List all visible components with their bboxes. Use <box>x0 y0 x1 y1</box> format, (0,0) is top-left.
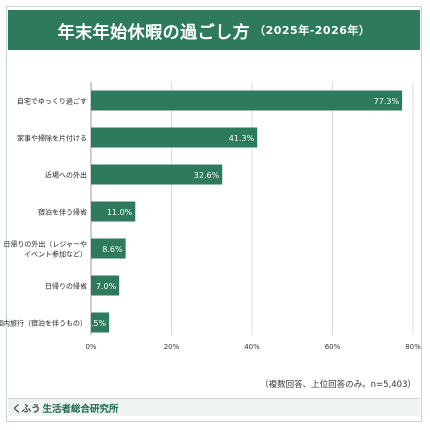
bar-value-label-5: 7.0% <box>96 282 117 291</box>
survey-note: （複数回答、上位回答のみ。n=5,403） <box>260 380 416 390</box>
category-label-line: 家事や掃除を片付ける <box>17 134 87 143</box>
bar-value-label-2: 32.6% <box>194 171 220 180</box>
bar-6 <box>91 312 110 333</box>
footer: くふう 生活者総合研究所 <box>8 398 420 416</box>
category-label-line: 宿泊を伴う帰省 <box>38 208 87 217</box>
bar-value-label-0: 77.3% <box>374 97 400 106</box>
bar-value-label-3: 11.0% <box>107 208 133 217</box>
category-label-5: 日帰りの帰省 <box>45 282 87 291</box>
bar-value-label-1: 41.3% <box>229 134 255 143</box>
footer-brand: くふう <box>12 403 41 415</box>
chart-title-suffix: （2025年-2026年） <box>254 24 371 37</box>
category-label-3: 宿泊を伴う帰省 <box>38 208 87 217</box>
category-label-6: 国内旅行（宿泊を伴うもの） <box>0 319 87 328</box>
chart-title: 年末年始休暇の過ごし方 <box>57 22 251 43</box>
bar-value-label-4: 8.6% <box>102 245 123 254</box>
bar-4 <box>91 238 126 259</box>
bar-value-label-6: 4.5% <box>86 319 107 328</box>
category-label-line: イベント参加など） <box>24 250 87 259</box>
x-tick-label-4: 80% <box>405 343 421 351</box>
category-label-0: 自宅でゆっくり過ごす <box>17 97 87 106</box>
category-label-1: 家事や掃除を片付ける <box>17 134 87 143</box>
x-tick-label-2: 40% <box>244 343 260 351</box>
chart-title-bar: 年末年始休暇の過ごし方 （2025年-2026年） <box>8 10 420 50</box>
footer-org: 生活者総合研究所 <box>42 403 119 415</box>
bar-3 <box>91 201 136 222</box>
category-label-line: 国内旅行（宿泊を伴うもの） <box>0 319 87 328</box>
category-label-line: 自宅でゆっくり過ごす <box>17 97 87 106</box>
x-tick-label-1: 20% <box>164 343 180 351</box>
bar-0 <box>91 90 403 111</box>
bar-1 <box>91 127 258 148</box>
x-tick-label-3: 60% <box>325 343 341 351</box>
category-label-line: 近場への外出 <box>45 171 87 180</box>
category-label-line: 日帰りの帰省 <box>45 282 87 291</box>
bar-5 <box>91 275 120 296</box>
category-label-2: 近場への外出 <box>45 171 87 180</box>
category-label-line: 日帰りの外出（レジャーや <box>3 240 87 249</box>
bar-2 <box>91 164 223 185</box>
category-label-4: 日帰りの外出（レジャーやイベント参加など） <box>3 240 87 259</box>
x-tick-label-0: 0% <box>85 343 96 351</box>
chart-frame <box>6 6 422 422</box>
